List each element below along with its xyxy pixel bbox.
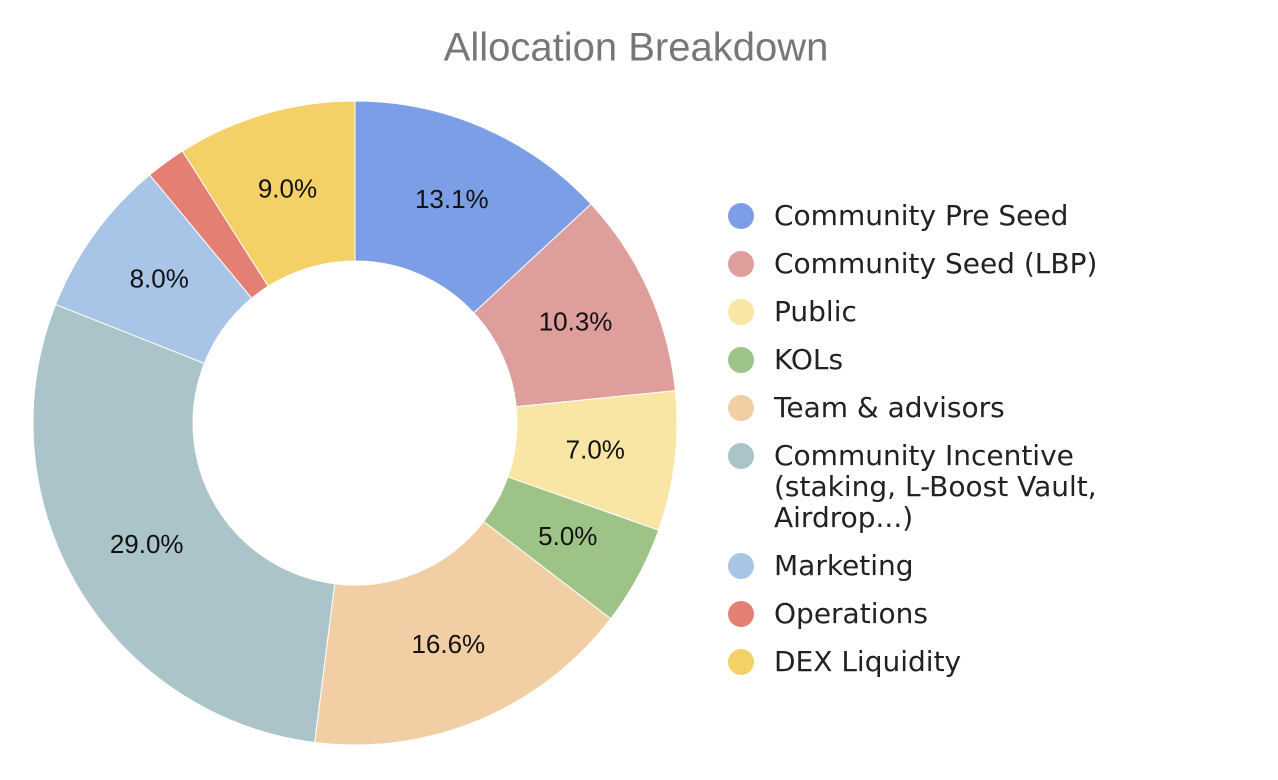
legend-swatch	[728, 347, 754, 373]
legend-label: Team & advisors	[774, 391, 1005, 424]
slice-label: 10.3%	[539, 306, 613, 336]
legend-item: Marketing	[728, 550, 1148, 581]
slice	[32, 303, 336, 744]
legend-item: Community Pre Seed	[728, 200, 1148, 231]
legend: Community Pre Seed Community Seed (LBP) Pu…	[728, 200, 1148, 694]
slice	[181, 100, 356, 287]
legend-item: Community Seed (LBP)	[728, 248, 1148, 279]
legend-item: Community Incentive (staking, L-Boost Va…	[728, 440, 1148, 533]
chart-title: Allocation Breakdown	[444, 26, 829, 70]
legend-label: Community Pre Seed	[774, 199, 1069, 232]
legend-swatch	[728, 553, 754, 579]
legend-swatch	[728, 299, 754, 325]
legend-label: KOLs	[774, 343, 844, 376]
legend-item: KOLs	[728, 344, 1148, 375]
legend-label: Operations	[774, 597, 928, 630]
slice	[354, 100, 592, 314]
legend-swatch	[728, 443, 754, 469]
legend-item: Team & advisors	[728, 392, 1148, 423]
slice	[314, 520, 612, 746]
legend-item: Public	[728, 296, 1148, 327]
slice-label: 29.0%	[110, 529, 184, 559]
slice-label: 7.0%	[566, 435, 625, 465]
legend-label: Community Seed (LBP)	[774, 247, 1098, 280]
slice-label: 5.0%	[538, 521, 597, 551]
slice-label: 16.6%	[411, 629, 485, 659]
slice-label: 9.0%	[258, 173, 317, 203]
legend-swatch	[728, 601, 754, 627]
slice-label: 13.1%	[415, 184, 489, 214]
legend-label: DEX Liquidity	[774, 645, 962, 678]
legend-swatch	[728, 251, 754, 277]
legend-swatch	[728, 203, 754, 229]
legend-item: DEX Liquidity	[728, 646, 1148, 677]
legend-item: Operations	[728, 598, 1148, 629]
legend-swatch	[728, 395, 754, 421]
legend-label: Marketing	[774, 549, 914, 582]
legend-swatch	[728, 649, 754, 675]
legend-label: Community Incentive (staking, L-Boost Va…	[774, 439, 1097, 534]
legend-label: Public	[774, 295, 857, 328]
slice-label: 8.0%	[130, 264, 189, 294]
